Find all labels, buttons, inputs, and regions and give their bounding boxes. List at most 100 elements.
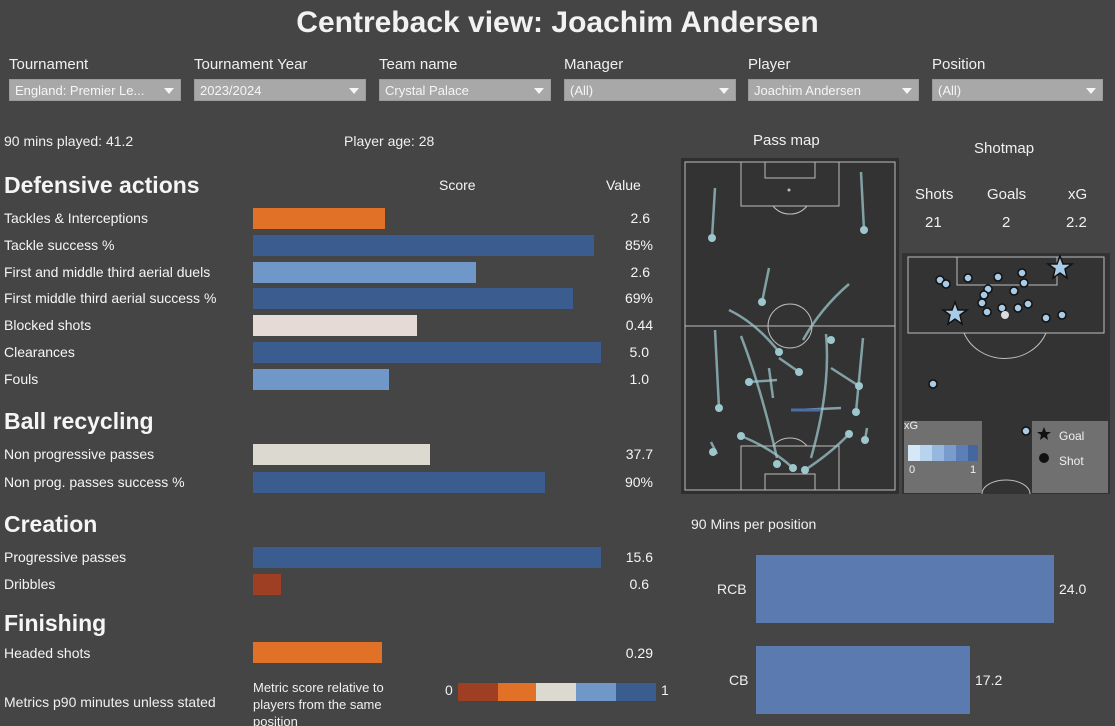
metric-score-bar (253, 574, 281, 595)
xg-legend-min: 0 (909, 464, 916, 476)
metric-label: First and middle third aerial duels (4, 264, 211, 280)
pass-lines (709, 171, 869, 472)
position-value: 17.2 (975, 672, 1003, 688)
legend-description: Metric score relative to players from th… (253, 680, 384, 726)
legend-swatch (616, 683, 656, 701)
legend-min: 0 (445, 682, 453, 698)
metric-value: 2.6 (630, 210, 650, 226)
xg-legend-label: xG (904, 420, 919, 432)
metric-score-bar (253, 315, 417, 336)
shot-point (979, 290, 989, 300)
xg-legend-swatch (920, 445, 932, 461)
legend-shot-icon (1039, 453, 1049, 463)
shot-point (993, 272, 1003, 282)
pass-endpoint (773, 460, 781, 468)
shotmap (902, 253, 1110, 494)
metric-label: Fouls (4, 371, 39, 387)
filter-label-player: Player (748, 56, 791, 73)
filter-label-manager: Manager (564, 56, 624, 73)
metric-label: Non progressive passes (4, 446, 155, 462)
section-finishing: Finishing (4, 610, 107, 636)
metric-label: Non prog. passes success % (4, 474, 185, 490)
metric-label: Headed shots (4, 645, 91, 661)
metric-value: 37.7 (625, 446, 653, 462)
metric-label: Dribbles (4, 576, 56, 592)
mins-played: 90 mins played: 41.2 (4, 133, 134, 149)
pass-line (778, 356, 800, 374)
pass-endpoint (852, 408, 860, 416)
metric-score-bar (253, 208, 385, 229)
pass-endpoint (745, 378, 753, 386)
player-age: Player age: 28 (344, 133, 435, 149)
pass-line (739, 335, 779, 459)
chevron-down-icon (719, 88, 729, 94)
pass-endpoint (827, 336, 835, 344)
metrics-note: Metrics p90 minutes unless stated (4, 694, 216, 710)
metric-label: Tackles & Interceptions (4, 210, 148, 226)
metric-score-bar (253, 642, 382, 663)
value-column-header: Value (606, 177, 641, 193)
chevron-down-icon (534, 88, 544, 94)
xg-value: 2.2 (1066, 214, 1087, 231)
legend-swatch (576, 683, 616, 701)
position-select-value: (All) (938, 83, 962, 98)
shot-point (1017, 268, 1027, 278)
tournament-select-value: England: Premier Le... (15, 83, 145, 98)
chevron-down-icon (902, 88, 912, 94)
section-creation: Creation (4, 511, 98, 537)
metric-value: 90% (624, 474, 653, 490)
metric-value: 85% (624, 237, 653, 253)
pass-line (830, 366, 860, 388)
shot-point (941, 279, 951, 289)
metric-score-bar (253, 444, 430, 465)
shots-label: Shots (915, 186, 954, 203)
pass-line (748, 378, 778, 384)
goals-label: Goals (987, 186, 1027, 203)
manager-select[interactable]: (All) (564, 79, 736, 101)
metric-value: 0.44 (625, 317, 653, 333)
shot-point (1057, 310, 1067, 320)
filter-label-position: Position (932, 56, 986, 73)
xg-label: xG (1068, 186, 1088, 203)
positions-title: 90 Mins per position (691, 516, 817, 532)
position-bar (756, 555, 1054, 623)
chevron-down-icon (349, 88, 359, 94)
shot-point (997, 303, 1007, 313)
shot-point (977, 298, 987, 308)
legend-star-icon (1037, 427, 1051, 440)
tournament-select[interactable]: England: Premier Le... (9, 79, 181, 101)
section-defensive-actions: Defensive actions (4, 172, 200, 198)
position-value: 24.0 (1059, 581, 1087, 597)
shot-point (963, 273, 973, 283)
penalty-arc-bottom (772, 437, 808, 447)
xg-legend-max: 1 (970, 464, 977, 476)
pass-line (710, 187, 717, 239)
pass-endpoint (737, 432, 745, 440)
filter-label-tournament-year: Tournament Year (194, 56, 308, 73)
shot-point (1001, 311, 1009, 319)
tournament-year-select-value: 2023/2024 (200, 83, 262, 98)
metric-score-bar (253, 369, 389, 390)
legend-goal-label: Goal (1059, 429, 1085, 443)
filter-label-team-name: Team name (379, 56, 458, 73)
pass-endpoint (715, 404, 723, 412)
penalty-spot-top (787, 188, 791, 192)
position-select[interactable]: (All) (932, 79, 1103, 101)
metric-label: Blocked shots (4, 317, 92, 333)
legend-swatch (498, 683, 536, 701)
xg-legend-swatch (956, 445, 968, 461)
player-select[interactable]: Joachim Andersen (748, 79, 919, 101)
shot-centre-arc (981, 479, 1031, 494)
shot-points (928, 268, 1067, 448)
pass-map-title: Pass map (753, 132, 820, 149)
metric-label: Tackle success % (4, 237, 115, 253)
pass-endpoint (795, 368, 803, 376)
legend-swatch (536, 683, 576, 701)
pass-endpoint (801, 466, 809, 474)
metric-value: 0.29 (625, 645, 653, 661)
team-name-select[interactable]: Crystal Palace (379, 79, 551, 101)
pass-endpoint (845, 430, 853, 438)
tournament-year-select[interactable]: 2023/2024 (194, 79, 366, 101)
chevron-down-icon (164, 88, 174, 94)
metric-value: 0.6 (629, 576, 649, 592)
